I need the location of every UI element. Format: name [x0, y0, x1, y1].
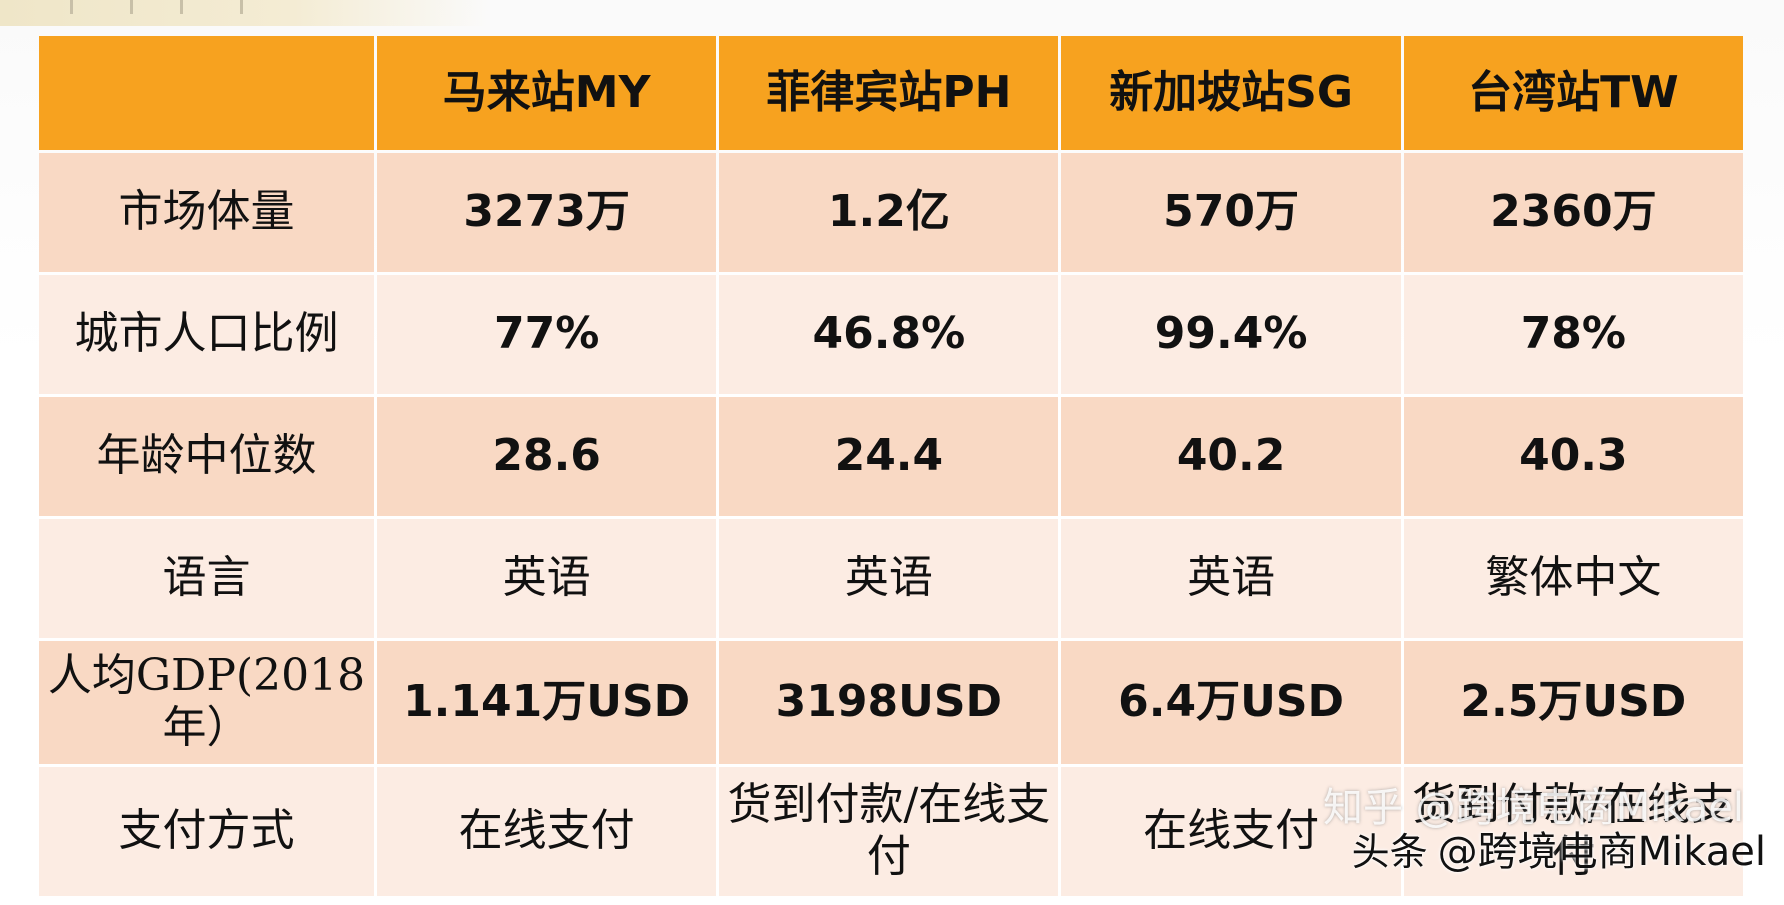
header-corner-cell — [39, 36, 375, 150]
decoration-tick — [240, 0, 243, 14]
cell-urban-ratio-tw: 78% — [1403, 274, 1743, 394]
cell-language-tw: 繁体中文 — [1403, 518, 1743, 638]
cell-market-size-my: 3273万 — [377, 153, 717, 272]
cell-language-my: 英语 — [377, 518, 717, 638]
watermark-author: @跨境电商Mikael — [1437, 829, 1766, 875]
cell-market-size-ph: 1.2亿 — [719, 153, 1059, 272]
row-market-size: 市场体量 3273万 1.2亿 570万 2360万 — [39, 153, 1743, 272]
cell-payment-ph: 货到付款/在线支付 — [719, 766, 1059, 896]
cell-payment-tw: 货到付款/在线支付 — [1403, 766, 1743, 896]
comparison-table-container: 马来站MY 菲律宾站PH 新加坡站SG 台湾站TW 市场体量 3273万 1.2… — [36, 33, 1746, 899]
cell-gdp-my: 1.141万USD — [377, 640, 717, 764]
row-label-language: 语言 — [39, 518, 375, 638]
cell-urban-ratio-ph: 46.8% — [719, 274, 1059, 394]
row-label-urban-ratio: 城市人口比例 — [39, 274, 375, 394]
cell-language-ph: 英语 — [719, 518, 1059, 638]
row-median-age: 年龄中位数 28.6 24.4 40.2 40.3 — [39, 396, 1743, 516]
row-urban-ratio: 城市人口比例 77% 46.8% 99.4% 78% — [39, 274, 1743, 394]
row-payment-method: 支付方式 在线支付 货到付款/在线支付 在线支付 货到付款/在线支付 — [39, 766, 1743, 896]
cell-median-age-ph: 24.4 — [719, 396, 1059, 516]
decoration-tick — [130, 0, 133, 14]
cell-market-size-sg: 570万 — [1061, 153, 1401, 272]
toutiao-watermark: 头条 @跨境电商Mikael — [1352, 819, 1766, 877]
row-label-market-size: 市场体量 — [39, 153, 375, 272]
cell-payment-sg: 在线支付 — [1061, 766, 1401, 896]
header-tw: 台湾站TW — [1403, 36, 1743, 150]
top-decoration — [0, 0, 490, 26]
cell-gdp-tw: 2.5万USD — [1403, 640, 1743, 764]
cell-market-size-tw: 2360万 — [1403, 153, 1743, 272]
row-label-payment-method: 支付方式 — [39, 766, 375, 896]
header-sg: 新加坡站SG — [1061, 36, 1401, 150]
decoration-tick — [180, 0, 183, 14]
market-comparison-table: 马来站MY 菲律宾站PH 新加坡站SG 台湾站TW 市场体量 3273万 1.2… — [36, 33, 1746, 899]
cell-language-sg: 英语 — [1061, 518, 1401, 638]
zhihu-watermark: 知乎 @跨境电商Mikael — [1322, 785, 1744, 831]
cell-urban-ratio-my: 77% — [377, 274, 717, 394]
row-label-gdp-per-capita: 人均GDP(2018年） — [39, 640, 375, 764]
cell-payment-my: 在线支付 — [377, 766, 717, 896]
row-label-median-age: 年龄中位数 — [39, 396, 375, 516]
row-gdp-per-capita: 人均GDP(2018年） 1.141万USD 3198USD 6.4万USD 2… — [39, 640, 1743, 764]
row-language: 语言 英语 英语 英语 繁体中文 — [39, 518, 1743, 638]
header-my: 马来站MY — [377, 36, 717, 150]
cell-median-age-tw: 40.3 — [1403, 396, 1743, 516]
cell-urban-ratio-sg: 99.4% — [1061, 274, 1401, 394]
header-row: 马来站MY 菲律宾站PH 新加坡站SG 台湾站TW — [39, 36, 1743, 150]
cell-gdp-sg: 6.4万USD — [1061, 640, 1401, 764]
watermark-platform: 头条 — [1351, 829, 1428, 874]
header-ph: 菲律宾站PH — [719, 36, 1059, 150]
cell-gdp-ph: 3198USD — [719, 640, 1059, 764]
cell-median-age-my: 28.6 — [377, 396, 717, 516]
cell-median-age-sg: 40.2 — [1061, 396, 1401, 516]
decoration-tick — [70, 0, 73, 14]
